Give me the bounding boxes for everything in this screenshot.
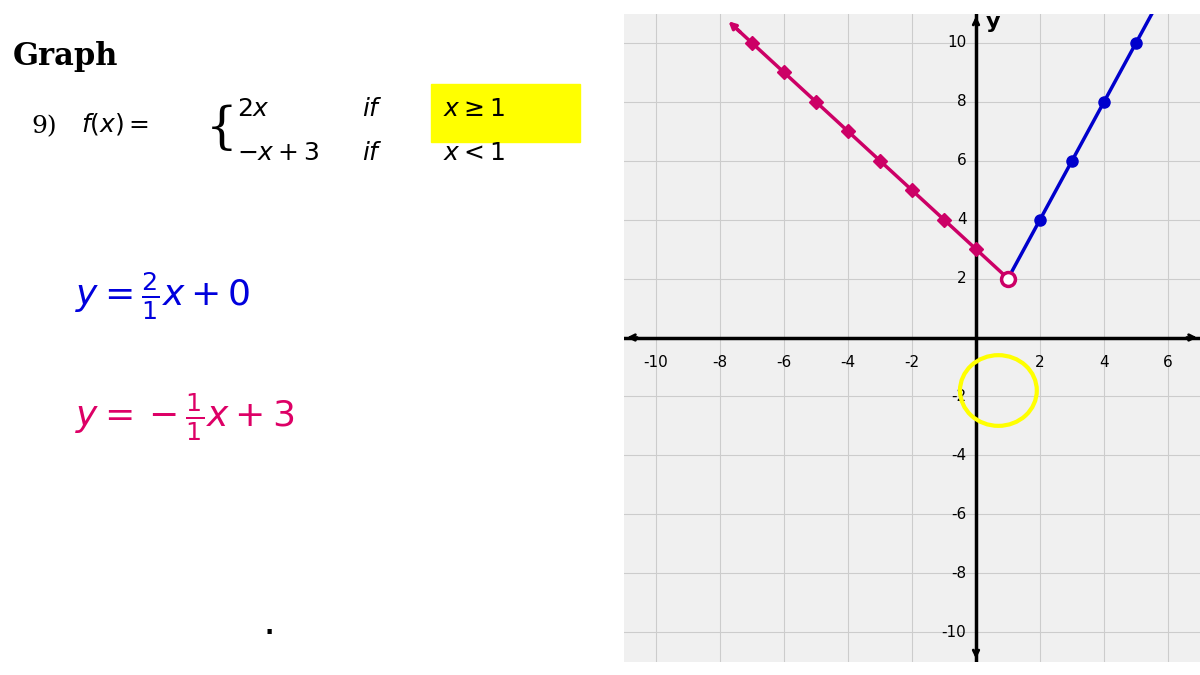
Text: 8: 8 (956, 95, 966, 109)
Text: $if$: $if$ (362, 98, 383, 121)
Text: 2: 2 (956, 271, 966, 286)
Text: 4: 4 (1099, 355, 1109, 370)
Text: -10: -10 (643, 355, 668, 370)
Text: -6: -6 (776, 355, 792, 370)
Text: $2x$: $2x$ (238, 98, 270, 121)
Text: $f(x) =$: $f(x) =$ (82, 111, 149, 138)
Text: {: { (206, 105, 238, 154)
Text: .: . (262, 601, 275, 643)
Text: -2: -2 (952, 389, 966, 404)
Text: 6: 6 (1163, 355, 1172, 370)
Text: -4: -4 (952, 448, 966, 463)
Text: Graph: Graph (12, 40, 118, 72)
Text: -8: -8 (713, 355, 727, 370)
Text: $x < 1$: $x < 1$ (443, 142, 505, 165)
Text: -10: -10 (942, 624, 966, 639)
Text: 10: 10 (947, 36, 966, 51)
Text: -8: -8 (952, 566, 966, 580)
Text: y: y (985, 12, 1000, 32)
Text: $-x+3$: $-x+3$ (238, 142, 319, 165)
Text: $x \geq 1$: $x \geq 1$ (443, 98, 505, 121)
Text: 4: 4 (956, 212, 966, 227)
Text: -4: -4 (840, 355, 856, 370)
Text: 2: 2 (1036, 355, 1045, 370)
FancyBboxPatch shape (431, 84, 581, 142)
Text: $y = \frac{2}{1}x + 0$: $y = \frac{2}{1}x + 0$ (74, 270, 251, 322)
Text: 9): 9) (31, 115, 56, 138)
Text: $y = -\frac{1}{1}x + 3$: $y = -\frac{1}{1}x + 3$ (74, 392, 294, 443)
Text: -6: -6 (952, 507, 966, 522)
Text: $if$: $if$ (362, 142, 383, 165)
Text: -2: -2 (905, 355, 919, 370)
Text: 6: 6 (956, 153, 966, 168)
